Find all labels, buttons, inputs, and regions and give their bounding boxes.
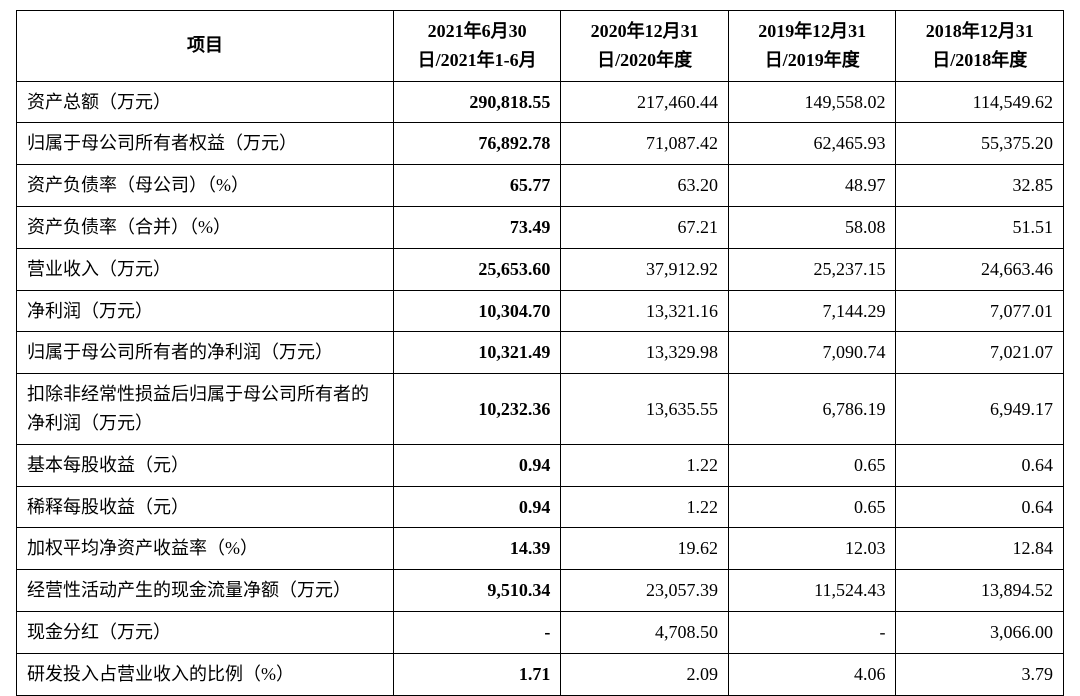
- col-header-2021h1: 2021年6月30日/2021年1-6月: [393, 11, 561, 82]
- row-label: 经营性活动产生的现金流量净额（万元）: [17, 570, 394, 612]
- cell-value: 7,077.01: [896, 290, 1064, 332]
- cell-value: 3,066.00: [896, 611, 1064, 653]
- cell-value: 76,892.78: [393, 123, 561, 165]
- row-label: 扣除非经常性损益后归属于母公司所有者的净利润（万元）: [17, 374, 394, 445]
- row-label: 归属于母公司所有者权益（万元）: [17, 123, 394, 165]
- cell-value: 37,912.92: [561, 248, 729, 290]
- cell-value: 73.49: [393, 206, 561, 248]
- table-row: 资产负债率（合并）（%）73.4967.2158.0851.51: [17, 206, 1064, 248]
- cell-value: 51.51: [896, 206, 1064, 248]
- table-row: 营业收入（万元）25,653.6037,912.9225,237.1524,66…: [17, 248, 1064, 290]
- cell-value: 217,460.44: [561, 81, 729, 123]
- col-header-2018: 2018年12月31日/2018年度: [896, 11, 1064, 82]
- table-body: 资产总额（万元）290,818.55217,460.44149,558.0211…: [17, 81, 1064, 695]
- cell-value: 4.06: [728, 653, 896, 695]
- table-row: 加权平均净资产收益率（%）14.3919.6212.0312.84: [17, 528, 1064, 570]
- cell-value: 11,524.43: [728, 570, 896, 612]
- cell-value: 7,021.07: [896, 332, 1064, 374]
- col-header-item: 项目: [17, 11, 394, 82]
- col-header-2019: 2019年12月31日/2019年度: [728, 11, 896, 82]
- cell-value: 14.39: [393, 528, 561, 570]
- cell-value: 0.94: [393, 444, 561, 486]
- cell-value: -: [728, 611, 896, 653]
- cell-value: 25,653.60: [393, 248, 561, 290]
- table-row: 研发投入占营业收入的比例（%）1.712.094.063.79: [17, 653, 1064, 695]
- cell-value: 24,663.46: [896, 248, 1064, 290]
- cell-value: 290,818.55: [393, 81, 561, 123]
- cell-value: -: [393, 611, 561, 653]
- row-label: 稀释每股收益（元）: [17, 486, 394, 528]
- row-label: 资产总额（万元）: [17, 81, 394, 123]
- cell-value: 12.03: [728, 528, 896, 570]
- cell-value: 114,549.62: [896, 81, 1064, 123]
- cell-value: 62,465.93: [728, 123, 896, 165]
- table-header-row: 项目 2021年6月30日/2021年1-6月 2020年12月31日/2020…: [17, 11, 1064, 82]
- cell-value: 3.79: [896, 653, 1064, 695]
- cell-value: 2.09: [561, 653, 729, 695]
- row-label: 基本每股收益（元）: [17, 444, 394, 486]
- cell-value: 55,375.20: [896, 123, 1064, 165]
- table-row: 资产负债率（母公司）（%）65.7763.2048.9732.85: [17, 165, 1064, 207]
- table-row: 经营性活动产生的现金流量净额（万元）9,510.3423,057.3911,52…: [17, 570, 1064, 612]
- cell-value: 32.85: [896, 165, 1064, 207]
- table-row: 稀释每股收益（元）0.941.220.650.64: [17, 486, 1064, 528]
- table-row: 资产总额（万元）290,818.55217,460.44149,558.0211…: [17, 81, 1064, 123]
- row-label: 现金分红（万元）: [17, 611, 394, 653]
- cell-value: 71,087.42: [561, 123, 729, 165]
- cell-value: 0.65: [728, 486, 896, 528]
- cell-value: 6,949.17: [896, 374, 1064, 445]
- cell-value: 10,304.70: [393, 290, 561, 332]
- cell-value: 13,635.55: [561, 374, 729, 445]
- cell-value: 0.64: [896, 486, 1064, 528]
- cell-value: 4,708.50: [561, 611, 729, 653]
- table-row: 归属于母公司所有者权益（万元）76,892.7871,087.4262,465.…: [17, 123, 1064, 165]
- cell-value: 10,321.49: [393, 332, 561, 374]
- cell-value: 23,057.39: [561, 570, 729, 612]
- row-label: 归属于母公司所有者的净利润（万元）: [17, 332, 394, 374]
- cell-value: 9,510.34: [393, 570, 561, 612]
- row-label: 资产负债率（合并）（%）: [17, 206, 394, 248]
- cell-value: 67.21: [561, 206, 729, 248]
- row-label: 资产负债率（母公司）（%）: [17, 165, 394, 207]
- cell-value: 7,144.29: [728, 290, 896, 332]
- table-row: 扣除非经常性损益后归属于母公司所有者的净利润（万元）10,232.3613,63…: [17, 374, 1064, 445]
- cell-value: 149,558.02: [728, 81, 896, 123]
- cell-value: 58.08: [728, 206, 896, 248]
- cell-value: 0.64: [896, 444, 1064, 486]
- financial-table: 项目 2021年6月30日/2021年1-6月 2020年12月31日/2020…: [16, 10, 1064, 696]
- cell-value: 0.65: [728, 444, 896, 486]
- cell-value: 48.97: [728, 165, 896, 207]
- cell-value: 10,232.36: [393, 374, 561, 445]
- cell-value: 13,894.52: [896, 570, 1064, 612]
- row-label: 净利润（万元）: [17, 290, 394, 332]
- cell-value: 1.22: [561, 444, 729, 486]
- cell-value: 65.77: [393, 165, 561, 207]
- col-header-2020: 2020年12月31日/2020年度: [561, 11, 729, 82]
- table-row: 净利润（万元）10,304.7013,321.167,144.297,077.0…: [17, 290, 1064, 332]
- cell-value: 7,090.74: [728, 332, 896, 374]
- cell-value: 1.71: [393, 653, 561, 695]
- cell-value: 13,329.98: [561, 332, 729, 374]
- row-label: 研发投入占营业收入的比例（%）: [17, 653, 394, 695]
- cell-value: 13,321.16: [561, 290, 729, 332]
- cell-value: 1.22: [561, 486, 729, 528]
- cell-value: 25,237.15: [728, 248, 896, 290]
- table-row: 归属于母公司所有者的净利润（万元）10,321.4913,329.987,090…: [17, 332, 1064, 374]
- cell-value: 0.94: [393, 486, 561, 528]
- cell-value: 19.62: [561, 528, 729, 570]
- row-label: 营业收入（万元）: [17, 248, 394, 290]
- cell-value: 63.20: [561, 165, 729, 207]
- table-row: 现金分红（万元）-4,708.50-3,066.00: [17, 611, 1064, 653]
- cell-value: 12.84: [896, 528, 1064, 570]
- cell-value: 6,786.19: [728, 374, 896, 445]
- row-label: 加权平均净资产收益率（%）: [17, 528, 394, 570]
- table-row: 基本每股收益（元）0.941.220.650.64: [17, 444, 1064, 486]
